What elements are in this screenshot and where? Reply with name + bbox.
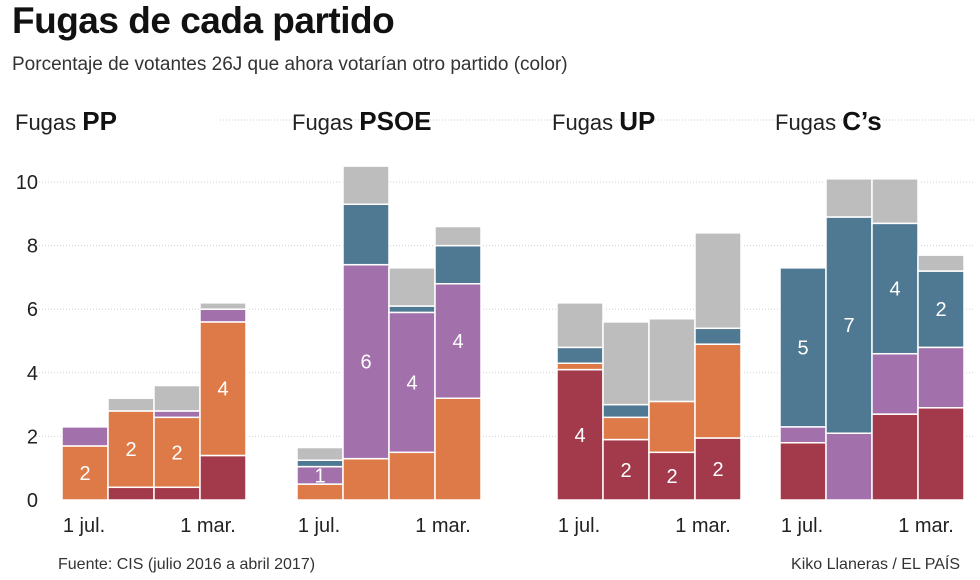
bar-segment-other	[342, 165, 390, 206]
bar-segment-other	[107, 397, 155, 412]
bar-segment-psoe	[602, 416, 650, 441]
y-tick-label: 8	[27, 236, 38, 258]
data-label: 6	[360, 352, 371, 374]
bar-segment-pp	[556, 368, 604, 501]
data-label: 2	[79, 463, 90, 485]
bar-segment-up	[434, 283, 482, 399]
bar-segment-other	[199, 302, 247, 310]
bar-segment-other	[556, 302, 604, 349]
bar-segment-psoe	[342, 457, 390, 501]
bar-segment-cs	[296, 459, 344, 468]
bar-segment-psoe	[648, 400, 696, 454]
data-label: 2	[712, 459, 723, 481]
bar-segment-other	[694, 232, 742, 330]
bar-segment-cs	[779, 267, 827, 428]
data-label: 5	[797, 337, 808, 359]
x-tick-label: 1 mar.	[675, 515, 731, 537]
data-label: 2	[125, 439, 136, 461]
y-tick-label: 0	[27, 490, 38, 512]
panel-title-prefix: Fugas	[292, 110, 359, 135]
y-tick-label: 10	[16, 172, 38, 194]
bar-segment-cs	[556, 346, 604, 365]
panel-title-party: PP	[82, 106, 117, 136]
data-label: 4	[406, 372, 417, 394]
panel-title-prefix: Fugas	[775, 110, 842, 135]
bar-segment-pp	[199, 454, 247, 501]
panel-title: Fugas PP	[15, 106, 117, 136]
data-label: 4	[574, 425, 585, 447]
x-tick-label: 1 mar.	[898, 515, 954, 537]
bar-segment-up	[825, 432, 873, 501]
x-tick-label: 1 jul.	[558, 515, 600, 537]
bar-segment-pp	[694, 437, 742, 501]
bar-segment-cs	[694, 327, 742, 345]
bar-segment-cs	[342, 203, 390, 266]
bar-segment-other	[434, 225, 482, 247]
x-tick-label: 1 jul.	[63, 515, 105, 537]
bar-segment-psoe	[107, 410, 155, 489]
data-label: 4	[452, 331, 463, 353]
bar-segment-pp	[871, 413, 919, 501]
bar-segment-up	[61, 426, 109, 447]
source-note: Fuente: CIS (julio 2016 a abril 2017)	[58, 556, 316, 573]
bar-segment-cs	[434, 244, 482, 285]
bar-segment-pp	[153, 486, 201, 501]
bar-segment-up	[871, 352, 919, 415]
bar-segment-up	[917, 346, 965, 409]
bar-segment-psoe	[556, 362, 604, 371]
bar-segment-cs	[602, 403, 650, 419]
data-label: 4	[217, 379, 228, 401]
panel-title: Fugas UP	[552, 106, 655, 136]
data-label: 1	[314, 465, 325, 487]
bar-segment-other	[153, 384, 201, 412]
bar-segment-other	[602, 321, 650, 406]
bar-segment-pp	[779, 442, 827, 501]
bar-segment-other	[648, 317, 696, 403]
y-tick-label: 4	[27, 363, 38, 385]
bar-segment-up	[153, 410, 201, 419]
panel-title-party: C’s	[842, 106, 882, 136]
bar-segment-other	[296, 446, 344, 461]
bar-segment-pp	[107, 486, 155, 501]
data-label: 2	[171, 442, 182, 464]
page-title: Fugas de cada partido	[12, 0, 395, 41]
data-label: 2	[666, 466, 677, 488]
panel-title: Fugas PSOE	[292, 106, 432, 136]
panel-title-party: PSOE	[359, 106, 431, 136]
bar-segment-other	[388, 267, 436, 307]
data-label: 2	[620, 460, 631, 482]
bar-segment-pp	[648, 451, 696, 501]
x-tick-label: 1 jul.	[298, 515, 340, 537]
bar-segment-other	[871, 178, 919, 225]
data-label: 4	[889, 279, 900, 301]
bar-segment-pp	[917, 407, 965, 501]
x-tick-label: 1 jul.	[781, 515, 823, 537]
panel-title-prefix: Fugas	[15, 110, 82, 135]
page-subtitle: Porcentaje de votantes 26J que ahora vot…	[12, 54, 568, 75]
panel-title-prefix: Fugas	[552, 110, 619, 135]
bar-segment-psoe	[694, 343, 742, 439]
bar-segment-psoe	[153, 416, 201, 489]
y-tick-label: 2	[27, 426, 38, 448]
bar-segment-psoe	[434, 397, 482, 501]
panel-title-party: UP	[619, 106, 655, 136]
panel-title: Fugas C’s	[775, 106, 882, 136]
x-tick-label: 1 mar.	[180, 515, 236, 537]
data-label: 7	[843, 315, 854, 337]
bar-segment-psoe	[388, 451, 436, 501]
credit-note: Kiko Llaneras / EL PAÍS	[791, 556, 960, 573]
data-label: 2	[935, 299, 946, 321]
y-tick-label: 6	[27, 299, 38, 321]
bar-segment-other	[917, 254, 965, 272]
bar-segment-up	[199, 308, 247, 323]
bar-segment-up	[779, 426, 827, 444]
bar-segment-psoe	[199, 321, 247, 457]
bar-segment-other	[825, 178, 873, 218]
x-tick-label: 1 mar.	[415, 515, 471, 537]
bar-segment-cs	[388, 305, 436, 314]
